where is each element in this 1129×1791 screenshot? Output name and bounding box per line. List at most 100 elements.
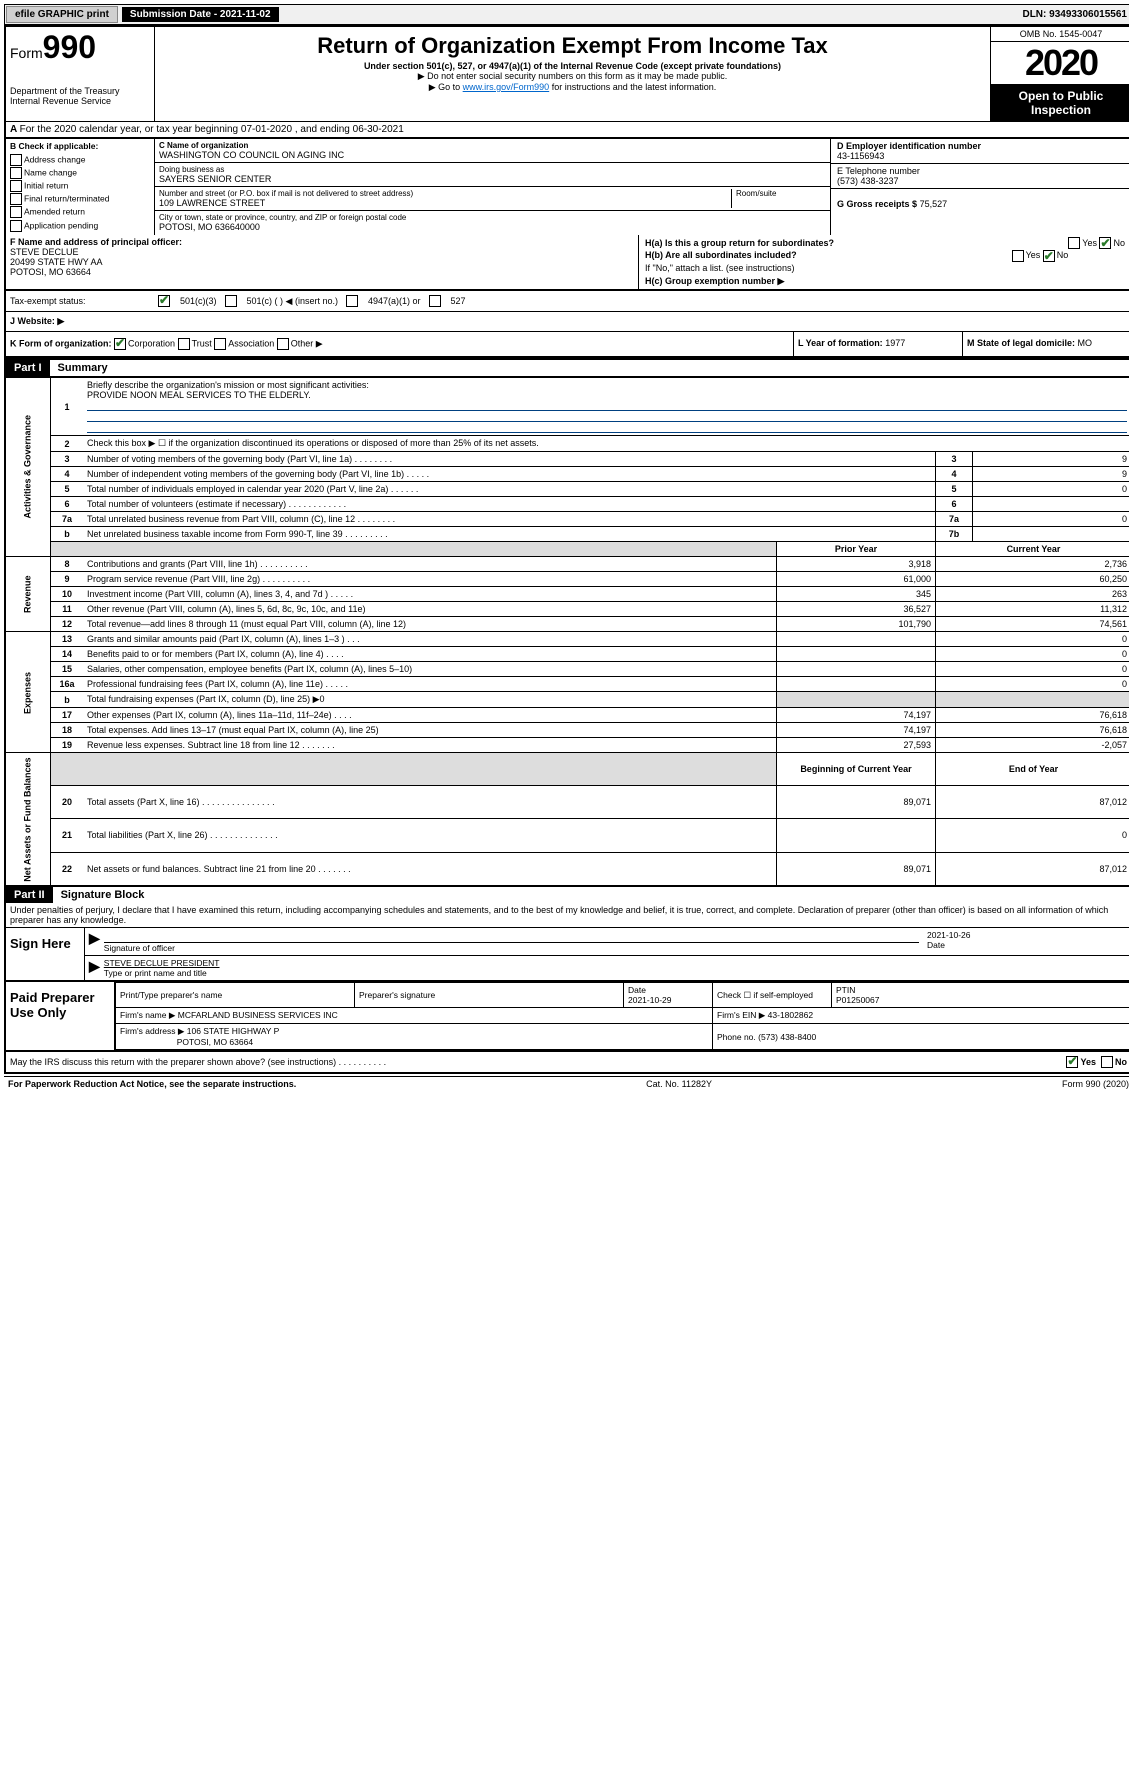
state-domicile: MO (1078, 338, 1093, 348)
paid-preparer-label: Paid Preparer Use Only (6, 982, 115, 1050)
section-b-to-g: B Check if applicable: Address change Na… (4, 139, 1129, 235)
gross-receipts: 75,527 (920, 199, 948, 209)
sign-here-section: Sign Here ▶ Signature of officer 2021-10… (4, 927, 1129, 982)
officer-name: STEVE DECLUE (10, 247, 634, 257)
cat-no: Cat. No. 11282Y (646, 1079, 712, 1089)
dba-label: Doing business as (159, 165, 826, 174)
preparer-table: Print/Type preparer's name Preparer's si… (115, 982, 1129, 1050)
ein: 43-1156943 (837, 151, 1125, 161)
cb-address[interactable]: Address change (10, 154, 150, 166)
paid-preparer-section: Paid Preparer Use Only Print/Type prepar… (4, 982, 1129, 1052)
efile-button[interactable]: efile GRAPHIC print (6, 6, 118, 23)
hb-row: H(b) Are all subordinates included? Yes … (645, 249, 1125, 262)
summary-table: Activities & Governance 1 Briefly descri… (4, 376, 1129, 887)
row-a-period: A For the 2020 calendar year, or tax yea… (4, 121, 1129, 139)
cb-4947[interactable] (346, 295, 358, 307)
part2-title: Signature Block (53, 889, 145, 901)
firm-name: MCFARLAND BUSINESS SERVICES INC (178, 1010, 338, 1020)
cb-initial[interactable]: Initial return (10, 180, 150, 192)
officer-label: F Name and address of principal officer: (10, 237, 634, 247)
cb-501c3[interactable] (158, 295, 170, 307)
print-name-label: Type or print name and title (104, 968, 207, 978)
val-4: 9 (973, 467, 1129, 482)
side-revenue: Revenue (5, 557, 51, 632)
sign-here-label: Sign Here (6, 928, 85, 980)
cb-discuss-yes[interactable] (1066, 1056, 1078, 1068)
arrow-icon: ▶ (89, 958, 100, 978)
part1-badge: Part I (6, 360, 50, 376)
footer: For Paperwork Reduction Act Notice, see … (4, 1076, 1129, 1091)
officer-printed-name: STEVE DECLUE PRESIDENT (104, 958, 1127, 968)
form-ref: Form 990 (2020) (1062, 1079, 1129, 1089)
prep-date: 2021-10-29 (628, 995, 671, 1005)
side-expenses: Expenses (5, 632, 51, 753)
val-7b (973, 527, 1129, 542)
firm-addr1: 106 STATE HIGHWAY P (187, 1026, 280, 1036)
part1-header-row: Part I Summary (4, 358, 1129, 376)
officer-group-row: F Name and address of principal officer:… (4, 235, 1129, 291)
top-bar: efile GRAPHIC print Submission Date - 20… (4, 4, 1129, 25)
tax-status-row: Tax-exempt status: 501(c)(3) 501(c) ( ) … (4, 291, 1129, 312)
date-label: Date (927, 940, 945, 950)
val-6 (973, 497, 1129, 512)
val-7a: 0 (973, 512, 1129, 527)
city: POTOSI, MO 636640000 (159, 222, 826, 232)
cb-other[interactable] (277, 338, 289, 350)
street-label: Number and street (or P.O. box if mail i… (159, 189, 731, 198)
firm-phone: (573) 438-8400 (758, 1032, 816, 1042)
city-label: City or town, state or province, country… (159, 213, 826, 222)
cb-final[interactable]: Final return/terminated (10, 193, 150, 205)
discuss-row: May the IRS discuss this return with the… (4, 1052, 1129, 1074)
arrow-icon: ▶ (89, 930, 100, 953)
dept-label: Department of the Treasury Internal Reve… (10, 86, 150, 106)
val-3: 9 (973, 452, 1129, 467)
phone-label: E Telephone number (837, 166, 1125, 176)
side-netassets: Net Assets or Fund Balances (5, 753, 51, 887)
room-label: Room/suite (736, 189, 826, 198)
form-header: Form990 Department of the Treasury Inter… (4, 25, 1129, 121)
form-number: Form990 (10, 29, 150, 66)
note-ssn: ▶ Do not enter social security numbers o… (159, 71, 986, 82)
tax-year: 2020 (991, 42, 1129, 85)
cb-discuss-no[interactable] (1101, 1056, 1113, 1068)
side-governance: Activities & Governance (5, 377, 51, 557)
cb-527[interactable] (429, 295, 441, 307)
open-public: Open to Public Inspection (991, 85, 1129, 121)
cb-pending[interactable]: Application pending (10, 220, 150, 232)
part2-badge: Part II (6, 887, 53, 903)
officer-addr1: 20499 STATE HWY AA (10, 257, 634, 267)
cb-corp[interactable] (114, 338, 126, 350)
dba: SAYERS SENIOR CENTER (159, 174, 826, 184)
hc-row: H(c) Group exemption number ▶ (645, 275, 1125, 288)
perjury-text: Under penalties of perjury, I declare th… (4, 903, 1129, 927)
cb-501c[interactable] (225, 295, 237, 307)
phone: (573) 438-3237 (837, 176, 1125, 186)
cb-name[interactable]: Name change (10, 167, 150, 179)
submission-date: Submission Date - 2021-11-02 (122, 7, 279, 22)
pra-notice: For Paperwork Reduction Act Notice, see … (8, 1079, 296, 1089)
note-link: ▶ Go to www.irs.gov/Form990 for instruct… (159, 82, 986, 93)
cb-assoc[interactable] (214, 338, 226, 350)
cb-amended[interactable]: Amended return (10, 206, 150, 218)
ein-label: D Employer identification number (837, 141, 1125, 151)
officer-addr2: POTOSI, MO 63664 (10, 267, 634, 277)
website-row: J Website: ▶ (4, 312, 1129, 332)
ptin: P01250067 (836, 995, 880, 1005)
irs-link[interactable]: www.irs.gov/Form990 (463, 82, 550, 92)
firm-ein: 43-1802862 (768, 1010, 813, 1020)
org-name: WASHINGTON CO COUNCIL ON AGING INC (159, 150, 826, 160)
street: 109 LAWRENCE STREET (159, 198, 731, 208)
val-5: 0 (973, 482, 1129, 497)
form-title: Return of Organization Exempt From Incom… (159, 33, 986, 59)
part2-header-row: Part II Signature Block (4, 887, 1129, 903)
sig-officer-label: Signature of officer (104, 943, 175, 953)
mission-text: PROVIDE NOON MEAL SERVICES TO THE ELDERL… (87, 390, 311, 400)
checkbox-header: B Check if applicable: (10, 141, 150, 153)
omb-number: OMB No. 1545-0047 (991, 27, 1129, 42)
gross-label: G Gross receipts $ (837, 199, 917, 209)
form-subtitle: Under section 501(c), 527, or 4947(a)(1)… (159, 61, 986, 71)
year-formation: 1977 (885, 338, 905, 348)
dln: DLN: 93493306015561 (1022, 9, 1129, 20)
org-name-label: C Name of organization (159, 141, 826, 150)
cb-trust[interactable] (178, 338, 190, 350)
